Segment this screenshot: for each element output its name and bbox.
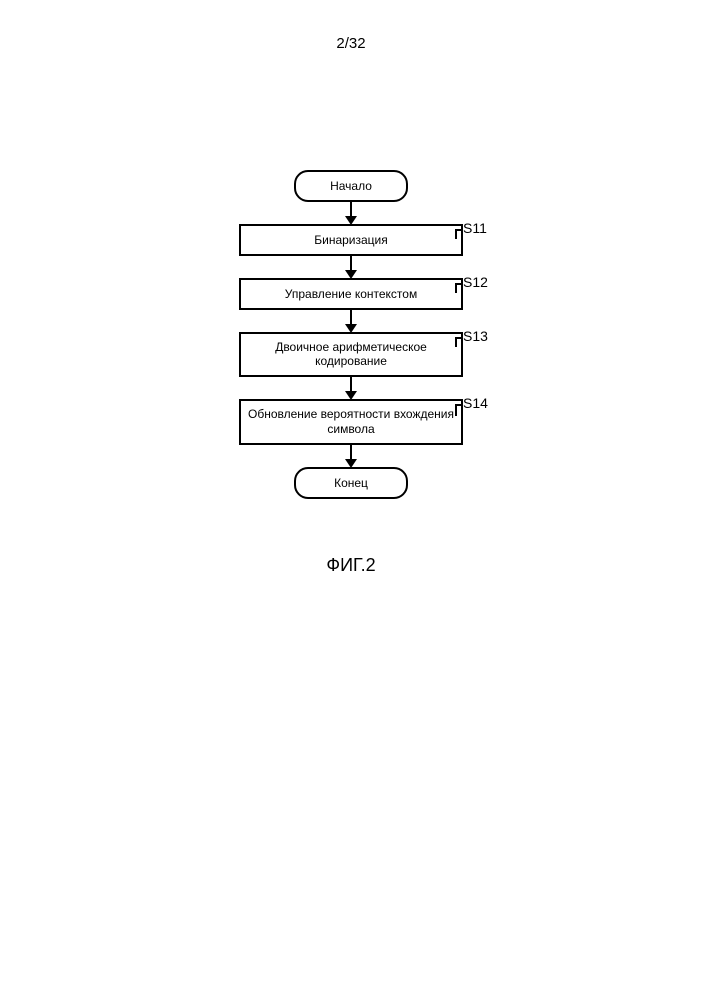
process-text: Двоичное арифметическое кодирование: [245, 340, 457, 369]
step-id-text: S14: [463, 395, 488, 411]
step-id-label: S14: [463, 395, 488, 412]
step-id-text: S13: [463, 328, 488, 344]
process-text: Бинаризация: [314, 233, 388, 247]
start-label: Начало: [330, 179, 372, 193]
start-terminator: Начало: [294, 170, 408, 202]
arrow: [200, 377, 502, 399]
arrow-head-icon: [345, 459, 357, 468]
process-text: Управление контекстом: [285, 287, 417, 301]
step-id-text: S11: [463, 220, 487, 236]
label-hook-line: [455, 283, 457, 293]
arrow: [200, 310, 502, 332]
process-step: Обновление вероятности вхождения символа…: [239, 399, 463, 445]
label-hook-line: [455, 337, 457, 347]
arrow: [200, 256, 502, 278]
step-id-label: S13: [463, 328, 488, 345]
arrow: [200, 445, 502, 467]
flowchart: Начало Бинаризация S11 Управление контек…: [200, 170, 502, 499]
process-step: Двоичное арифметическое кодирование S13: [239, 332, 463, 377]
process-step: Управление контекстом S12: [239, 278, 463, 310]
end-terminator: Конец: [294, 467, 408, 499]
process-step: Бинаризация S11: [239, 224, 463, 256]
step-id-label: S12: [463, 274, 488, 291]
page-number: 2/32: [0, 35, 702, 52]
arrow: [200, 202, 502, 224]
process-text: Обновление вероятности вхождения символа: [245, 407, 457, 436]
step-id-label: S11: [463, 220, 487, 237]
step-id-text: S12: [463, 274, 488, 290]
figure-caption: ФИГ.2: [0, 555, 702, 576]
end-label: Конец: [334, 476, 368, 490]
page: 2/32 Начало Бинаризация S11 Управление к…: [0, 0, 702, 999]
label-hook-line: [455, 229, 457, 239]
label-hook-line: [455, 404, 457, 416]
